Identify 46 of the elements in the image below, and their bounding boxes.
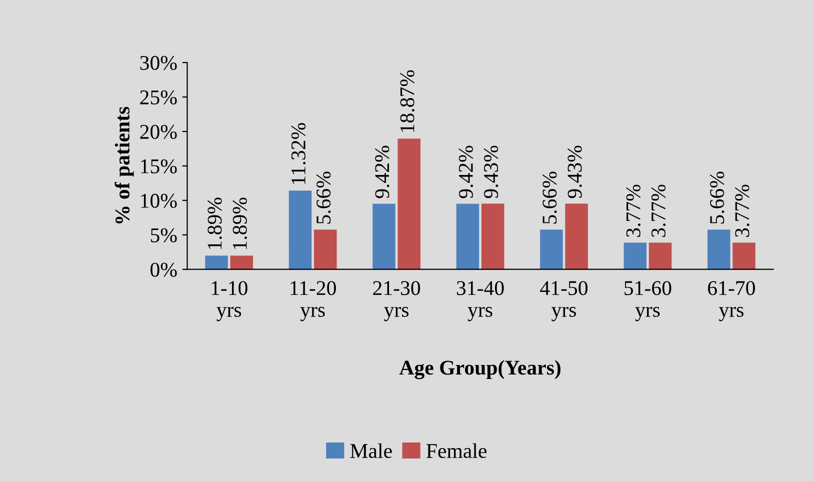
bar <box>230 256 254 270</box>
y-tick-label: 15% <box>141 159 177 174</box>
data-label: 1.89% <box>208 198 222 249</box>
data-label: 9.42% <box>375 146 390 198</box>
data-label: 3.77% <box>735 184 750 237</box>
bar <box>314 230 337 270</box>
legend-label: Male <box>350 443 392 458</box>
data-label: 18.87% <box>400 70 414 132</box>
x-tick-label: 41-50 yrs <box>540 281 588 322</box>
data-label: 5.66% <box>542 172 557 224</box>
data-label: 3.77% <box>626 184 640 237</box>
y-tick-label: 0% <box>150 262 177 277</box>
data-label: 11.32% <box>291 123 306 184</box>
y-tick-label: 25% <box>140 90 177 105</box>
y-tick-label: 20% <box>140 124 177 139</box>
bar <box>540 230 563 270</box>
y-tick-label: 10% <box>141 194 177 208</box>
bar <box>648 242 672 270</box>
data-label: 9.42% <box>458 146 474 198</box>
bar <box>565 204 588 270</box>
bar <box>481 204 504 270</box>
bar <box>372 204 396 270</box>
bar <box>205 256 228 270</box>
data-label: 5.66% <box>316 172 331 224</box>
data-label: 9.43% <box>568 146 582 198</box>
x-tick-label: 11-20 yrs <box>290 281 336 322</box>
data-label: 5.66% <box>710 172 724 224</box>
legend-label: Female <box>426 443 486 458</box>
bar <box>708 230 730 270</box>
y-tick-label: 30% <box>140 56 177 70</box>
data-label: 1.89% <box>232 198 247 249</box>
bar <box>456 204 480 270</box>
bar <box>732 242 756 270</box>
x-tick-label: 21-30 yrs <box>373 281 420 322</box>
x-tick-label: 61-70 yrs <box>708 281 755 322</box>
x-tick-label: 1-10 yrs <box>212 281 248 322</box>
bar <box>398 138 420 270</box>
y-axis-title: % of patients <box>114 106 134 224</box>
x-tick-label: 51-60 yrs <box>624 281 672 322</box>
y-tick-label: 5% <box>150 228 177 242</box>
data-label: 3.77% <box>651 184 666 237</box>
x-axis-title: Age Group(Years) <box>399 360 560 380</box>
bar <box>288 190 312 270</box>
x-tick-label: 31-40 yrs <box>456 281 504 322</box>
bar <box>624 242 647 270</box>
data-label: 9.43% <box>484 146 498 198</box>
